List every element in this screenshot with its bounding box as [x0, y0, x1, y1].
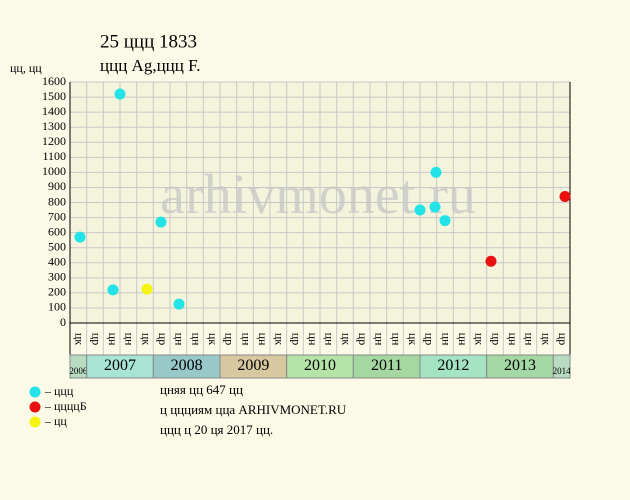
y-tick-label: 100: [48, 300, 66, 314]
legend-marker: [29, 416, 41, 428]
x-tick-label: цн: [389, 333, 403, 346]
note: ццц ц 20 ця 2017 цц.: [160, 422, 273, 437]
y-tick-label: 1200: [42, 134, 66, 148]
data-point: [74, 231, 86, 243]
y-tick-label: 1100: [42, 149, 66, 163]
x-tick-label: цн: [456, 333, 470, 346]
x-tick-label: цк: [139, 333, 153, 345]
x-tick-label: цр: [223, 333, 237, 345]
chart-title: 25 ццц 1833: [100, 31, 197, 52]
x-tick-label: цн: [323, 333, 337, 346]
x-tick-label: цн: [523, 333, 537, 346]
y-tick-label: 1000: [42, 164, 66, 178]
x-tick-label: цр: [356, 333, 370, 345]
watermark: arhivmonet.ru: [160, 164, 476, 226]
y-tick-label: 900: [48, 179, 66, 193]
year-label: 2008: [171, 357, 203, 374]
note: ц ццциям цца ARHIVMONET.RU: [160, 402, 347, 417]
y-tick-label: 500: [48, 239, 66, 253]
x-tick-label: цр: [556, 333, 570, 345]
x-tick-label: цн: [506, 333, 520, 346]
x-tick-label: цк: [406, 333, 420, 345]
y-tick-label: 0: [60, 315, 66, 329]
legend-marker: [29, 386, 41, 398]
x-tick-label: цн: [256, 333, 270, 346]
x-tick-label: цк: [539, 333, 553, 345]
data-point: [173, 298, 185, 310]
data-point: [414, 204, 426, 216]
x-tick-label: цр: [156, 333, 170, 345]
x-tick-label: цн: [373, 333, 387, 346]
x-tick-label: цн: [239, 333, 253, 346]
year-label: 2012: [437, 357, 469, 374]
year-label: 2013: [504, 357, 536, 374]
data-point: [430, 166, 442, 178]
x-tick-label: цн: [106, 333, 120, 346]
data-point: [114, 88, 126, 100]
data-point: [107, 284, 119, 296]
x-tick-label: цк: [273, 333, 287, 345]
data-point: [141, 283, 153, 295]
y-tick-label: 200: [48, 285, 66, 299]
data-point: [485, 255, 497, 267]
legend-label: – цц: [44, 414, 67, 428]
note: цняя цц 647 цц: [160, 382, 243, 397]
year-label: 2006: [69, 366, 88, 376]
legend-label: – ццц: [44, 384, 74, 398]
y-tick-label: 1600: [42, 74, 66, 88]
y-tick-label: 1400: [42, 104, 66, 118]
x-tick-label: цн: [189, 333, 203, 346]
x-tick-label: цк: [73, 333, 87, 345]
x-tick-label: цн: [173, 333, 187, 346]
year-label: 2014: [553, 366, 572, 376]
x-tick-label: цк: [339, 333, 353, 345]
legend-marker: [29, 401, 41, 413]
x-tick-label: цр: [89, 333, 103, 345]
y-tick-label: 600: [48, 224, 66, 238]
year-label: 2011: [371, 357, 402, 374]
y-tick-label: 1500: [42, 89, 66, 103]
y-tick-label: 700: [48, 209, 66, 223]
y-tick-label: 800: [48, 194, 66, 208]
x-tick-label: цн: [306, 333, 320, 346]
x-tick-label: цр: [489, 333, 503, 345]
legend-label: – ццццБ: [44, 399, 87, 413]
y-axis-label: цц, цц: [10, 61, 42, 75]
y-tick-label: 400: [48, 255, 66, 269]
y-tick-label: 1300: [42, 119, 66, 133]
year-cell: [552, 354, 571, 379]
x-tick-label: цк: [473, 333, 487, 345]
year-label: 2009: [237, 357, 269, 374]
x-tick-label: цн: [123, 333, 137, 346]
data-point: [439, 215, 451, 227]
year-label: 2010: [304, 357, 336, 374]
y-tick-label: 300: [48, 270, 66, 284]
x-tick-label: цн: [439, 333, 453, 346]
data-point: [429, 201, 441, 213]
year-label: 2007: [104, 357, 136, 374]
x-tick-label: цр: [423, 333, 437, 345]
x-tick-label: цк: [206, 333, 220, 345]
chart-subtitle: ццц Ag,ццц F.: [100, 56, 200, 75]
x-tick-label: цр: [289, 333, 303, 345]
data-point: [155, 216, 167, 228]
data-point: [559, 190, 571, 202]
